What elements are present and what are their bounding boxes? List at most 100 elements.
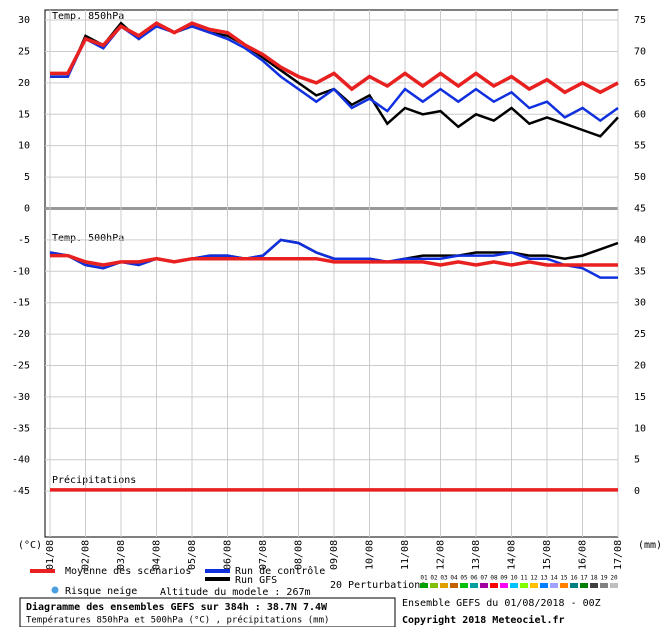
perturbation-label: 06	[470, 575, 478, 582]
perturbation-swatch	[520, 583, 528, 588]
perturbation-swatch	[430, 583, 438, 588]
x-tick-label: 02/08	[81, 540, 92, 570]
y2-tick-label: 40	[634, 235, 646, 246]
perturbation-swatch	[450, 583, 458, 588]
perturbation-swatch	[570, 583, 578, 588]
plot-frame	[44, 9, 619, 538]
perturbation-label: 03	[440, 575, 448, 582]
title: Diagramme des ensembles GEFS sur 384h : …	[26, 601, 328, 613]
x-tick-label: 17/08	[613, 540, 624, 570]
perturbation-label: 05	[460, 575, 468, 582]
y-tick-label: 15	[18, 109, 30, 120]
altitude: Altitude du modele : 267m	[160, 587, 311, 598]
perturbation-label: 13	[540, 575, 548, 582]
y-tick-label: 30	[18, 15, 30, 26]
y-tick-label: -20	[12, 329, 30, 340]
y-tick-label: -40	[12, 455, 30, 466]
perturbation-swatch	[460, 583, 468, 588]
y-tick-label: 25	[18, 46, 30, 57]
x-tick-label: 12/08	[436, 540, 447, 570]
y2-tick-label: 70	[634, 46, 646, 57]
x-tick-label: 14/08	[507, 540, 518, 570]
panel-label: Temp. 500hPa	[52, 233, 124, 244]
y2-tick-label: 45	[634, 203, 646, 214]
perturbations-label: 20 Perturbations	[330, 580, 426, 591]
perturbation-swatch	[480, 583, 488, 588]
perturbation-label: 07	[480, 575, 488, 582]
x-tick-label: 06/08	[223, 540, 234, 570]
y-tick-label: -30	[12, 392, 30, 403]
perturbation-label: 19	[600, 575, 608, 582]
y-tick-label: 20	[18, 78, 30, 89]
subtitle: Températures 850hPa et 500hPa (°C) , pré…	[26, 615, 329, 626]
x-tick-label: 09/08	[329, 540, 340, 570]
perturbation-swatch	[590, 583, 598, 588]
y2-tick-label: 50	[634, 172, 646, 183]
y-tick-label: 5	[24, 172, 30, 183]
perturbation-label: 04	[450, 575, 458, 582]
y-tick-label: -45	[12, 486, 30, 497]
perturbation-swatch	[510, 583, 518, 588]
perturbation-label: 18	[590, 575, 598, 582]
y2-tick-label: 55	[634, 141, 646, 152]
y-tick-label: -35	[12, 423, 30, 434]
perturbation-label: 10	[510, 575, 518, 582]
y2-tick-label: 35	[634, 266, 646, 277]
x-tick-label: 04/08	[152, 540, 163, 570]
x-tick-label: 16/08	[578, 540, 589, 570]
perturbation-label: 08	[490, 575, 498, 582]
perturbation-label: 11	[520, 575, 528, 582]
perturbation-swatch	[580, 583, 588, 588]
x-tick-label: 05/08	[187, 540, 198, 570]
perturbation-swatch	[600, 583, 608, 588]
y-tick-label: -10	[12, 266, 30, 277]
perturbation-swatch	[470, 583, 478, 588]
x-tick-label: 01/08	[45, 540, 56, 570]
series-line	[50, 253, 618, 267]
perturbation-label: 20	[610, 575, 618, 582]
y2-unit: (mm)	[638, 540, 662, 551]
perturbation-swatch	[560, 583, 568, 588]
copyright: Copyright 2018 Meteociel.fr	[402, 614, 565, 626]
perturbation-label: 01	[420, 575, 428, 582]
y-tick-label: 10	[18, 141, 30, 152]
y2-tick-label: 25	[634, 329, 646, 340]
legend-label: Run de contrôle	[235, 565, 325, 577]
perturbation-label: 15	[560, 575, 568, 582]
y2-tick-label: 75	[634, 15, 646, 26]
perturbation-swatch	[550, 583, 558, 588]
perturbation-swatch	[490, 583, 498, 588]
y2-tick-label: 20	[634, 361, 646, 372]
y-tick-label: -15	[12, 298, 30, 309]
y-tick-label: -25	[12, 361, 30, 372]
x-tick-label: 13/08	[471, 540, 482, 570]
perturbation-swatch	[500, 583, 508, 588]
perturbation-label: 14	[550, 575, 558, 582]
series-line	[50, 24, 619, 123]
x-tick-label: 11/08	[400, 540, 411, 570]
perturbation-swatch	[440, 583, 448, 588]
y2-tick-label: 10	[634, 423, 646, 434]
x-tick-label: 15/08	[542, 540, 553, 570]
y2-tick-label: 15	[634, 392, 646, 403]
x-tick-label: 03/08	[116, 540, 127, 570]
y2-tick-label: 5	[634, 455, 640, 466]
series-line	[50, 21, 619, 95]
panel-label: Temp. 850hPa	[52, 11, 124, 22]
legend-label: Moyenne des scénarios	[65, 565, 191, 577]
snow-label: Risque neige	[65, 586, 137, 597]
info-box	[19, 597, 396, 627]
panel-label: Précipitations	[52, 474, 136, 486]
perturbation-swatch	[610, 583, 618, 588]
y2-tick-label: 65	[634, 78, 646, 89]
run-info: Ensemble GEFS du 01/08/2018 - 00Z	[402, 598, 601, 609]
perturbation-label: 17	[580, 575, 588, 582]
legend-label: Run GFS	[235, 575, 277, 586]
series-line	[49, 238, 618, 279]
perturbation-label: 09	[500, 575, 508, 582]
snow-icon	[51, 586, 59, 594]
y2-tick-label: 60	[634, 109, 646, 120]
perturbation-label: 16	[570, 575, 578, 582]
y-tick-label: -5	[18, 235, 30, 246]
x-tick-label: 08/08	[294, 540, 305, 570]
